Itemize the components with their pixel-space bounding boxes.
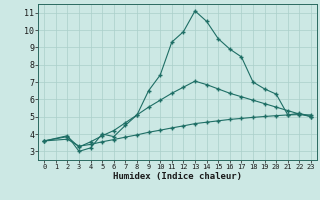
X-axis label: Humidex (Indice chaleur): Humidex (Indice chaleur) bbox=[113, 172, 242, 181]
